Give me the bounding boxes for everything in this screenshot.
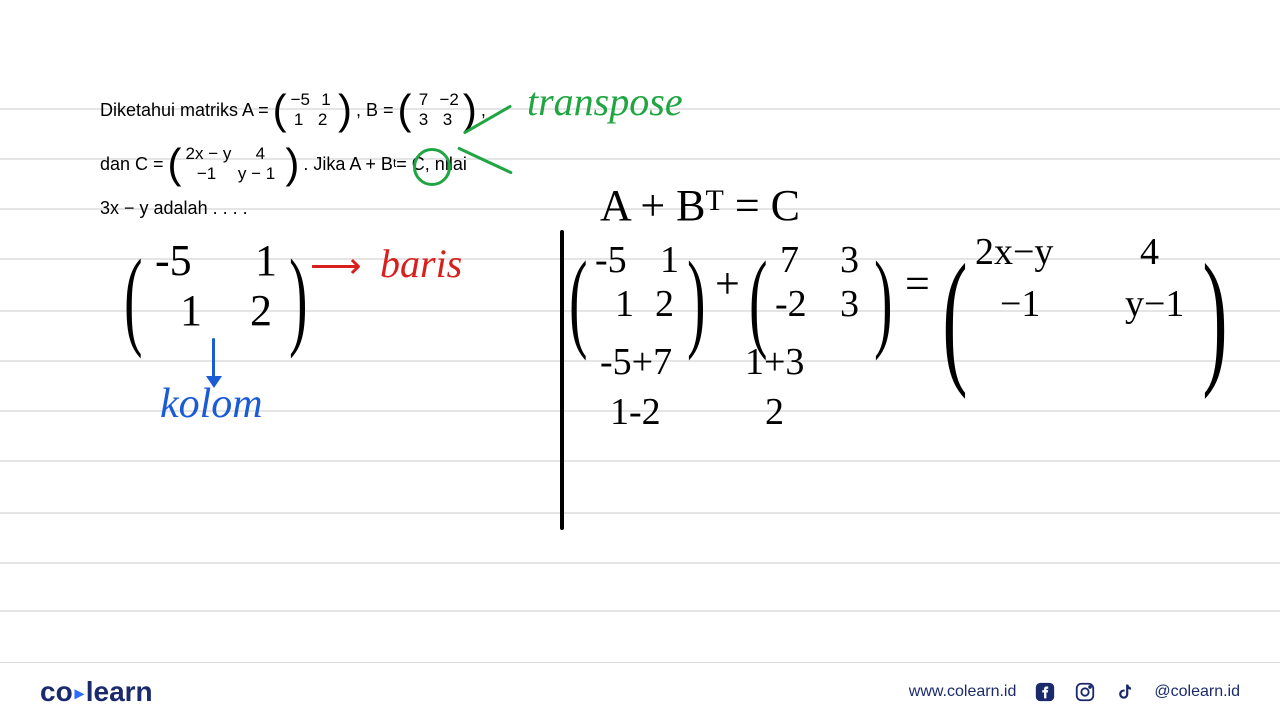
problem-line3: 3x − y adalah . . . .	[100, 192, 486, 224]
ruled-line	[0, 562, 1280, 564]
r-matA-11: 2	[655, 282, 674, 326]
r-matA-10: 1	[615, 282, 634, 326]
r-paren-b-r: )	[874, 260, 892, 340]
facebook-icon	[1034, 681, 1056, 703]
problem-line2-pre: dan C =	[100, 148, 164, 180]
paren-left-a: (	[124, 258, 142, 338]
ruled-line	[0, 460, 1280, 462]
kolom-arrow	[212, 338, 215, 386]
tiktok-icon	[1114, 681, 1136, 703]
work-4: 2	[765, 390, 784, 434]
r-matC-00: 2x−y	[975, 230, 1053, 274]
ruled-line	[0, 512, 1280, 514]
paren-right-a: )	[289, 258, 307, 338]
ruled-line	[0, 610, 1280, 612]
logo-post: learn	[86, 676, 153, 707]
r-paren-c-r: )	[1202, 262, 1227, 372]
hand-matA-01: 1	[255, 235, 277, 286]
kolom-label: kolom	[160, 380, 263, 428]
footer: co▸learn www.colearn.id @colearn.id	[0, 662, 1280, 720]
r-matA-00: -5	[595, 238, 627, 282]
r-matA-01: 1	[660, 238, 679, 282]
r-plus: +	[715, 258, 740, 309]
baris-arrow: ⟶	[310, 245, 362, 287]
logo-dot: ▸	[75, 683, 84, 703]
green-circle-annotation	[413, 148, 451, 186]
hand-matA-00: -5	[155, 235, 192, 286]
baris-label: baris	[380, 240, 462, 287]
work-2: 1+3	[745, 340, 804, 384]
matrix-c: ( 2x − y4 −1y − 1 )	[168, 144, 300, 184]
r-matBt-01: 3	[840, 238, 859, 282]
r-matC-11: y−1	[1125, 282, 1184, 326]
r-matBt-11: 3	[840, 282, 859, 326]
problem-mid1: , B =	[356, 94, 394, 126]
logo: co▸learn	[40, 676, 153, 708]
footer-handle: @colearn.id	[1154, 683, 1240, 701]
matrix-b: ( 7−2 33 )	[398, 90, 477, 130]
hand-matA-11: 2	[250, 285, 272, 336]
hand-matA-10: 1	[180, 285, 202, 336]
vertical-divider	[560, 230, 564, 530]
ruled-line	[0, 258, 1280, 260]
footer-right: www.colearn.id @colearn.id	[909, 681, 1240, 703]
r-paren-b-l: (	[749, 260, 767, 340]
instagram-icon	[1074, 681, 1096, 703]
r-matC-01: 4	[1140, 230, 1159, 274]
footer-url: www.colearn.id	[909, 683, 1017, 701]
problem-line1-pre: Diketahui matriks A =	[100, 94, 269, 126]
work-1: -5+7	[600, 340, 672, 384]
work-3: 1-2	[610, 390, 661, 434]
matrix-a: ( −51 12 )	[273, 90, 352, 130]
r-paren-a-r: )	[687, 260, 705, 340]
r-paren-a-l: (	[569, 260, 587, 340]
eq-header: A + BT = C	[600, 180, 800, 231]
r-matC-10: −1	[1000, 282, 1040, 326]
r-matBt-00: 7	[780, 238, 799, 282]
transpose-label: transpose	[527, 78, 683, 125]
r-matBt-10: -2	[775, 282, 807, 326]
r-equals: =	[905, 258, 930, 309]
logo-pre: co	[40, 676, 73, 707]
r-paren-c-l: (	[942, 262, 967, 372]
problem-mid2: . Jika A + B	[303, 148, 393, 180]
